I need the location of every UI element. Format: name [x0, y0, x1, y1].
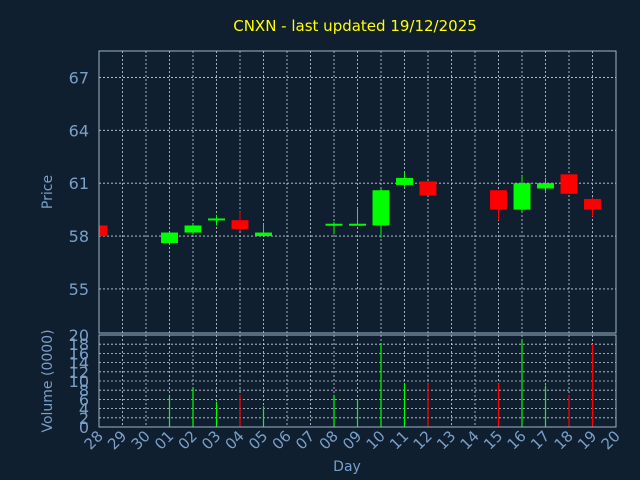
candle-body	[325, 223, 343, 226]
x-tick-label: 06	[269, 427, 295, 453]
price-panel-frame	[98, 50, 617, 334]
x-tick-label: 03	[198, 427, 224, 453]
volume-tick-label: 20	[69, 326, 89, 345]
x-tick-label: 12	[410, 427, 436, 453]
chart-title: CNXN - last updated 19/12/2025	[233, 17, 477, 35]
x-tick-label: 17	[527, 427, 553, 453]
price-tick-label: 61	[69, 174, 89, 193]
candle-body	[419, 181, 437, 196]
volume-axis-label: Volume (0000)	[40, 329, 56, 432]
x-tick-labels: 2829300102030405060708091011121314151617…	[81, 427, 624, 453]
x-tick-label: 30	[128, 427, 154, 453]
price-tick-label: 55	[69, 280, 89, 299]
volume-tick-label: 16	[69, 344, 89, 363]
candle-body	[372, 190, 390, 226]
x-tick-label: 08	[316, 427, 342, 453]
volume-panel-frame	[98, 334, 617, 428]
candle-body	[560, 174, 578, 194]
candle-body	[184, 225, 202, 233]
x-tick-label: 10	[363, 427, 389, 453]
candle-body	[208, 218, 225, 221]
x-tick-label: 09	[339, 427, 365, 453]
volume-tick-label: 14	[69, 354, 89, 373]
x-tick-label: 29	[104, 427, 130, 453]
x-tick-label: 11	[386, 427, 412, 453]
price-tick-label: 67	[69, 68, 89, 87]
x-tick-label: 07	[292, 427, 318, 453]
candle-body	[513, 183, 531, 210]
x-tick-label: 04	[222, 427, 248, 453]
volume-tick-label: 8	[79, 381, 89, 400]
x-tick-label: 05	[245, 427, 271, 453]
candle-body	[349, 223, 366, 226]
volume-tick-label: 12	[69, 363, 89, 382]
volume-tick-label: 6	[79, 390, 89, 409]
price-tick-label: 58	[69, 227, 89, 246]
x-axis-label: Day	[333, 459, 361, 475]
x-tick-label: 02	[175, 427, 201, 453]
x-tick-label: 20	[598, 427, 624, 453]
volume-tick-label: 2	[79, 409, 89, 428]
volume-tick-label: 10	[69, 372, 89, 391]
candle-body	[99, 225, 108, 237]
volume-tick-label: 4	[79, 400, 89, 419]
candle-body	[490, 190, 507, 210]
candle-body	[584, 199, 601, 210]
x-tick-label: 01	[151, 427, 177, 453]
volume-bars	[168, 339, 594, 427]
candle-body	[231, 220, 249, 230]
price-axis-label: Price	[40, 175, 56, 209]
price-grid	[99, 51, 616, 333]
x-tick-label: 19	[574, 427, 600, 453]
candle-body	[537, 183, 554, 189]
x-tick-label: 14	[457, 427, 483, 453]
x-tick-label: 15	[480, 427, 506, 453]
candle-body	[255, 232, 272, 237]
volume-tick-label: 18	[69, 335, 89, 354]
candle-body	[161, 232, 178, 244]
x-tick-label: 13	[433, 427, 459, 453]
candles	[98, 172, 601, 245]
x-tick-label: 16	[504, 427, 530, 453]
price-tick-labels: 55 58 61 64 67	[69, 68, 89, 299]
x-tick-label: 18	[551, 427, 577, 453]
candle-body	[396, 177, 413, 185]
price-tick-label: 64	[69, 121, 89, 140]
volume-tick-label: 0	[79, 418, 89, 437]
